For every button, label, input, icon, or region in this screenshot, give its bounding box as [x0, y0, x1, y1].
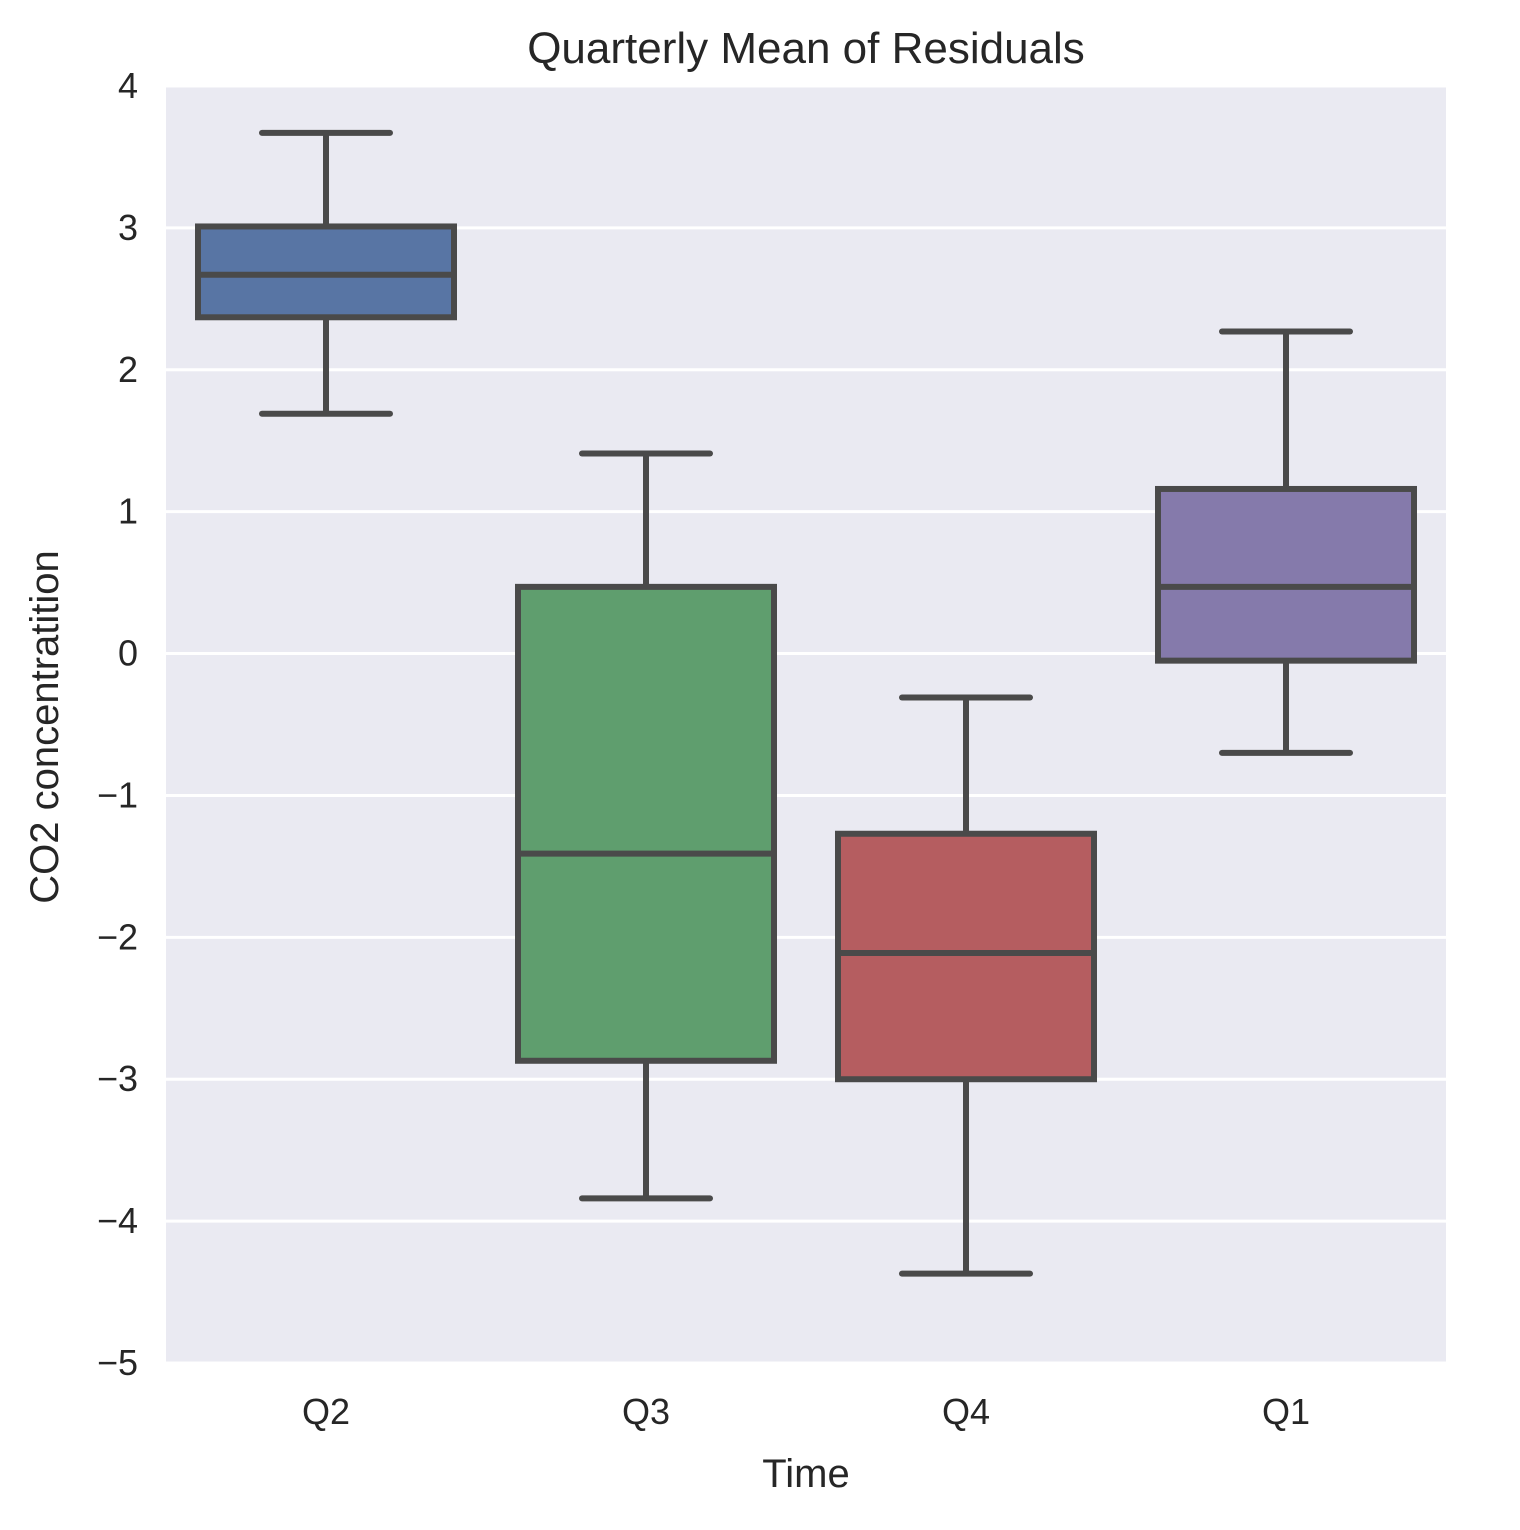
x-tick-label: Q2 — [302, 1391, 350, 1432]
y-tick-label: 1 — [118, 491, 138, 532]
box-iqr — [515, 583, 777, 1064]
y-tick-labels: 4 3 2 1 0 −1 −2 −3 −4 −5 — [97, 65, 138, 1383]
y-tick-label: 3 — [118, 207, 138, 248]
box-group-q2 — [195, 129, 457, 417]
x-tick-label: Q1 — [1262, 1391, 1310, 1432]
box-group-q3 — [515, 450, 777, 1202]
x-axis-label: Time — [762, 1452, 849, 1496]
box-group-q4 — [835, 694, 1097, 1277]
chart-title: Quarterly Mean of Residuals — [527, 24, 1085, 73]
box-plots — [195, 129, 1417, 1277]
x-tick-labels: Q2 Q3 Q4 Q1 — [302, 1391, 1310, 1432]
y-tick-label: −3 — [97, 1058, 138, 1099]
y-tick-label: −5 — [97, 1342, 138, 1383]
y-tick-label: 0 — [118, 633, 138, 674]
y-tick-label: 2 — [118, 349, 138, 390]
y-axis-label: CO2 concentratition — [23, 550, 67, 904]
y-tick-label: 4 — [118, 65, 138, 106]
y-tick-label: −4 — [97, 1200, 138, 1241]
x-tick-label: Q3 — [622, 1391, 670, 1432]
grid-lines — [166, 84, 1446, 1365]
x-tick-label: Q4 — [942, 1391, 990, 1432]
box-iqr — [1155, 485, 1417, 664]
y-tick-label: −1 — [97, 774, 138, 815]
box-iqr — [835, 830, 1097, 1083]
y-tick-label: −2 — [97, 916, 138, 957]
box-group-q1 — [1155, 328, 1417, 756]
